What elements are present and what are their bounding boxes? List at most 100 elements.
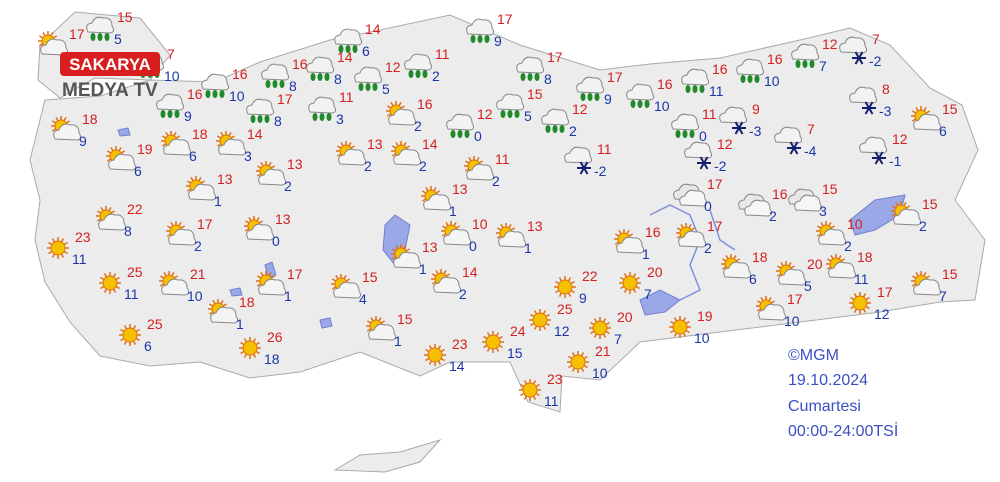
rain-drop	[484, 35, 490, 43]
sun-ray	[590, 321, 595, 326]
sun-ray	[498, 344, 503, 349]
sun-ray	[132, 325, 137, 330]
rain-drop	[500, 110, 506, 118]
max-temp: 11	[339, 89, 354, 105]
cloud	[778, 268, 807, 286]
rain-drop	[559, 125, 565, 133]
sun-ray	[620, 276, 625, 281]
max-temp: 17	[547, 49, 563, 65]
sun-ray	[123, 325, 128, 330]
sun-ray	[865, 305, 870, 310]
min-temp: 6	[362, 43, 370, 59]
period: 00:00-24:00TSİ	[788, 421, 898, 440]
sun-ray	[120, 150, 126, 154]
sun-ray	[790, 265, 796, 269]
sun-ray	[725, 254, 729, 260]
rain-drop	[594, 93, 600, 101]
cloud	[168, 228, 197, 246]
sun-ray	[336, 153, 342, 157]
sun-ray	[905, 205, 911, 209]
snow-flake	[864, 101, 874, 115]
sun-ray	[336, 145, 342, 149]
cloud	[334, 28, 363, 46]
sun-ray	[166, 233, 172, 237]
min-temp: 1	[449, 203, 457, 219]
sun-ray	[838, 254, 842, 260]
min-temp: 0	[704, 198, 712, 214]
sun-ray	[348, 141, 352, 147]
max-temp: 17	[707, 218, 723, 234]
sun-ray	[626, 229, 630, 235]
cloud	[404, 53, 433, 71]
sun-ray	[216, 143, 222, 147]
cloud	[684, 141, 713, 159]
station: 100	[441, 216, 488, 254]
rain-drop	[740, 75, 746, 83]
cloud	[758, 303, 787, 321]
sun-ray	[567, 292, 572, 297]
max-temp: 13	[287, 156, 303, 172]
max-temp: 18	[239, 294, 255, 310]
sun-ray	[386, 113, 392, 117]
sun-ray	[55, 116, 59, 122]
station: 132	[256, 156, 303, 194]
sun-ray	[228, 131, 232, 137]
min-temp: -3	[749, 123, 762, 139]
max-temp: 15	[397, 311, 413, 327]
min-temp: 12	[874, 306, 890, 322]
sun-ray	[366, 320, 372, 324]
sun-ray	[135, 337, 140, 342]
cloud	[368, 323, 397, 341]
station: 142	[431, 264, 478, 302]
station: 156	[911, 101, 958, 139]
sun-ray	[405, 145, 411, 149]
rain-drop	[279, 80, 285, 88]
cloud	[516, 56, 545, 74]
min-temp: 8	[544, 71, 552, 87]
cloud	[723, 261, 752, 279]
sun-ray	[63, 250, 68, 255]
cloud	[679, 189, 708, 207]
station: 155	[86, 9, 133, 47]
station: 7-4	[774, 121, 817, 159]
sun	[427, 347, 443, 363]
min-temp: 6	[939, 123, 947, 139]
sun-ray	[580, 352, 585, 357]
sun-ray	[673, 332, 678, 337]
min-temp: 14	[449, 358, 465, 374]
sun-ray	[441, 225, 447, 229]
rain-drop	[514, 110, 520, 118]
sun-ray	[386, 105, 392, 109]
max-temp: 18	[752, 249, 768, 265]
max-temp: 14	[462, 264, 478, 280]
max-temp: 17	[707, 176, 723, 192]
max-temp: 23	[452, 336, 468, 352]
station: 12-1	[859, 131, 908, 169]
sun-ray	[776, 265, 782, 269]
sun-ray	[398, 101, 402, 107]
sun-ray	[495, 332, 500, 337]
sun-ray	[756, 300, 762, 304]
cloud	[86, 16, 115, 34]
sun-ray	[635, 276, 640, 281]
min-temp: -3	[879, 103, 892, 119]
cloud	[333, 281, 362, 299]
sun-ray	[533, 310, 538, 315]
max-temp: 16	[772, 186, 788, 202]
sun	[852, 295, 868, 311]
station: 142	[391, 136, 438, 174]
station: 7-2	[839, 31, 882, 69]
max-temp: 13	[422, 239, 438, 255]
sun-ray	[425, 186, 429, 192]
sun-ray	[425, 348, 430, 353]
sun-ray	[159, 275, 165, 279]
sun-ray	[925, 110, 931, 114]
sun-ray	[568, 355, 573, 360]
station: 8-3	[849, 81, 892, 119]
